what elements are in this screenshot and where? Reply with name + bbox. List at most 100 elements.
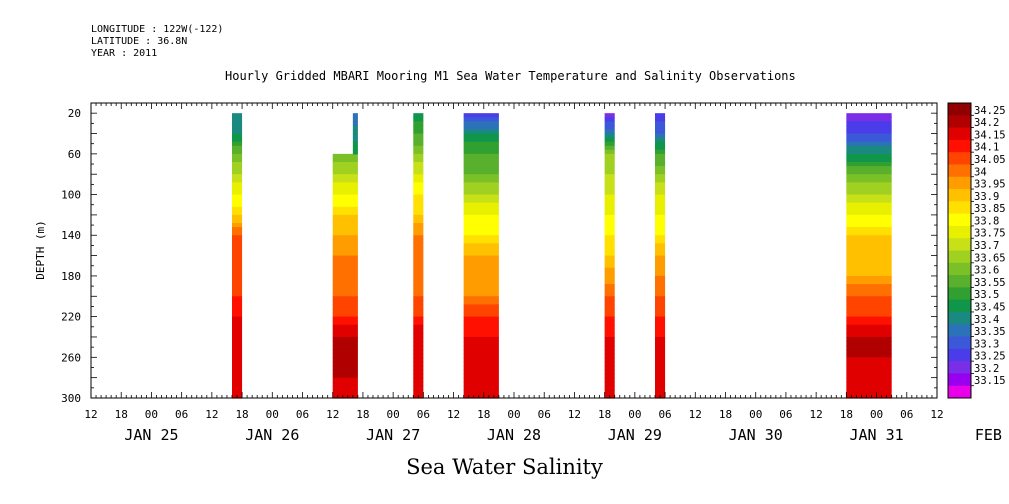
salinity-cell	[655, 361, 666, 367]
salinity-cell	[463, 223, 499, 228]
salinity-cell	[413, 170, 424, 175]
salinity-cell	[655, 227, 666, 232]
salinity-cell	[232, 117, 243, 122]
salinity-cell	[332, 357, 358, 362]
salinity-cell	[232, 129, 243, 135]
colorbar-label: 34.1	[974, 142, 999, 154]
salinity-cell	[232, 166, 243, 171]
salinity-cell	[413, 218, 424, 224]
salinity-cell	[655, 170, 666, 175]
salinity-cell	[655, 137, 666, 143]
salinity-cell	[846, 182, 892, 188]
year-label: YEAR : 2011	[91, 48, 158, 59]
x-day-label: JAN 28	[487, 426, 541, 444]
salinity-cell	[463, 149, 499, 155]
salinity-cell	[463, 357, 499, 362]
salinity-cell	[846, 129, 892, 135]
salinity-cell	[413, 345, 424, 350]
x-tick-label: 06	[900, 408, 913, 421]
salinity-cell	[655, 121, 666, 126]
salinity-cell	[232, 227, 243, 232]
salinity-cell	[413, 320, 424, 326]
salinity-cell	[463, 137, 499, 143]
salinity-cell	[655, 271, 666, 277]
salinity-cell	[846, 137, 892, 143]
salinity-cell	[655, 267, 666, 273]
salinity-cell	[463, 162, 499, 167]
colorbar-label: 33.2	[974, 363, 999, 375]
x-tick-label: 00	[870, 408, 883, 421]
salinity-cell	[332, 267, 358, 273]
salinity-cell	[232, 157, 243, 163]
salinity-cell	[232, 239, 243, 244]
salinity-cell	[604, 153, 615, 159]
salinity-cell	[655, 218, 666, 224]
salinity-cell	[413, 385, 424, 391]
salinity-cell	[463, 288, 499, 293]
x-tick-label: 12	[810, 408, 823, 421]
salinity-cell	[463, 353, 499, 358]
salinity-cell	[604, 369, 615, 375]
y-tick-label: 60	[68, 148, 81, 161]
colorbar-swatch	[948, 287, 971, 301]
salinity-cell	[604, 182, 615, 188]
salinity-cell	[352, 133, 358, 139]
salinity-cell	[846, 389, 892, 395]
salinity-cell	[655, 133, 666, 139]
salinity-cell	[655, 235, 666, 240]
salinity-cell	[332, 341, 358, 346]
colorbar-label: 33.6	[974, 265, 999, 277]
salinity-cell	[352, 121, 358, 126]
salinity-cell	[604, 166, 615, 171]
salinity-cell	[332, 231, 358, 236]
salinity-cell	[655, 214, 666, 220]
salinity-cell	[655, 178, 666, 183]
salinity-cell	[846, 210, 892, 216]
salinity-cell	[352, 129, 358, 135]
salinity-cell	[463, 182, 499, 188]
x-day-label: JAN 25	[124, 426, 178, 444]
salinity-cell	[332, 377, 358, 383]
salinity-cell	[604, 280, 615, 285]
salinity-cell	[413, 365, 424, 371]
salinity-cell	[655, 141, 666, 147]
colorbar-swatch	[948, 176, 971, 190]
salinity-cell	[413, 284, 424, 289]
salinity-cell	[332, 174, 358, 179]
salinity-cell	[604, 259, 615, 265]
colorbar-swatch	[948, 238, 971, 251]
salinity-cell	[232, 377, 243, 383]
salinity-cell	[604, 357, 615, 362]
salinity-cell	[604, 162, 615, 167]
salinity-cell	[655, 263, 666, 269]
salinity-cell	[463, 308, 499, 314]
salinity-cell	[232, 349, 243, 354]
salinity-cell	[463, 389, 499, 395]
salinity-cell	[413, 292, 424, 297]
salinity-cell	[655, 369, 666, 375]
salinity-cell	[463, 341, 499, 346]
salinity-cell	[655, 149, 666, 155]
salinity-cell	[332, 247, 358, 253]
salinity-cell	[413, 247, 424, 253]
x-tick-label: 00	[387, 408, 400, 421]
salinity-cell	[232, 357, 243, 362]
colorbar-label: 33.55	[974, 277, 1006, 289]
salinity-cell	[463, 186, 499, 192]
salinity-cell	[413, 129, 424, 135]
salinity-cell	[413, 182, 424, 188]
salinity-cell	[655, 341, 666, 346]
salinity-cell	[413, 296, 424, 301]
colorbar-swatch	[948, 324, 971, 338]
salinity-cell	[846, 214, 892, 220]
x-tick-label: 00	[628, 408, 641, 421]
salinity-cell	[604, 304, 615, 310]
salinity-cell	[413, 275, 424, 281]
colorbar-swatch	[948, 164, 971, 178]
salinity-cell	[463, 235, 499, 240]
y-tick-label: 220	[61, 311, 81, 324]
salinity-cell	[604, 186, 615, 192]
colorbar-label: 33.9	[974, 191, 999, 203]
salinity-cell	[232, 320, 243, 326]
salinity-cell	[463, 170, 499, 175]
